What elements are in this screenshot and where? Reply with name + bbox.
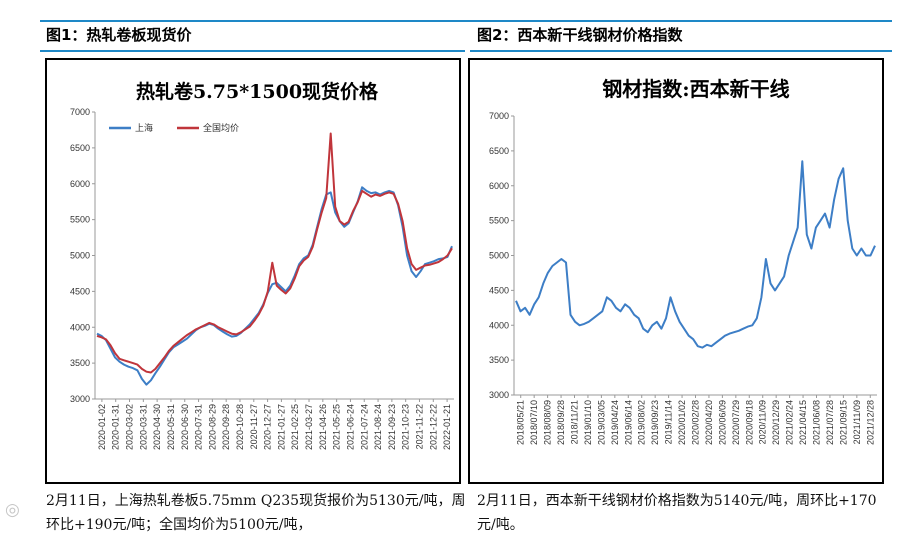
x-tick-label: 2021/06/08: [812, 400, 822, 445]
y-tick-label: 4500: [489, 285, 509, 295]
y-tick-label: 7000: [489, 111, 509, 121]
series-line-全国均价: [96, 132, 453, 374]
x-tick-label: 2020-12-27: [263, 404, 273, 450]
y-tick-label: 3000: [489, 390, 509, 400]
x-tick-label: 2019/06/14: [623, 400, 633, 445]
x-tick-label: 2021/11/09: [852, 400, 862, 444]
legend-label: 全国均价: [203, 122, 239, 134]
x-tick-label: 2021-08-24: [373, 404, 383, 450]
y-tick-label: 3000: [70, 394, 90, 404]
x-tick-label: 2020/12/29: [771, 400, 781, 445]
y-tick-label: 6000: [70, 179, 90, 189]
y-tick-label: 5000: [489, 251, 509, 261]
x-tick-label: 2020-04-30: [152, 404, 162, 450]
y-tick-label: 7000: [70, 107, 90, 117]
x-tick-label: 2022-01-21: [442, 404, 452, 450]
chart-title: 钢材指数:西本新干线: [602, 77, 789, 101]
x-tick-label: 2021-02-25: [290, 404, 300, 450]
figure1-caption: 2月11日，上海热轧卷板5.75mm Q235现货报价为5130元/吨，周环比+…: [46, 493, 466, 533]
x-tick-label: 2018/11/21: [570, 400, 580, 444]
figure2-header-rule: [470, 50, 892, 52]
y-tick-label: 4000: [489, 320, 509, 330]
chart1-panel: 热轧卷5.75*1500现货价格 3000 3500 4000 4500 5000 5500…: [45, 58, 461, 484]
x-tick-label: 2020/11/09: [758, 400, 768, 444]
x-tick-label: 2021-09-23: [387, 404, 397, 450]
y-tick-label: 6000: [489, 181, 509, 191]
x-tick-label: 2018/08/09: [543, 400, 553, 445]
x-tick-label: 2021-01-27: [276, 404, 286, 450]
y-tick-label: 3500: [70, 358, 90, 368]
x-tick-label: 2019/08/02: [637, 400, 647, 445]
chart-title: 热轧卷5.75*1500现货价格: [136, 80, 379, 103]
x-tick-label: 2021/04/15: [798, 400, 808, 445]
x-tick-label: 2021-07-24: [359, 404, 369, 450]
x-tick-label: 2019/04/24: [610, 400, 620, 445]
figure1-header: 图1：热轧卷板现货价: [46, 26, 192, 44]
figure2-header: 图2：西本新干线钢材价格指数: [477, 26, 683, 44]
chart1-svg: 热轧卷5.75*1500现货价格 3000 3500 4000 4500 5000 5500…: [70, 80, 454, 450]
y-tick-label: 5500: [489, 216, 509, 226]
legend-label: 上海: [135, 122, 153, 134]
watermark-logo: ◎: [5, 500, 20, 520]
x-tick-label: 2020/07/29: [731, 400, 741, 445]
x-tick-label: 2021-10-23: [401, 404, 411, 450]
header-top-rule: [40, 20, 892, 22]
series-line-2: [515, 160, 876, 349]
y-tick-label: 3500: [489, 355, 509, 365]
figure1-header-rule: [40, 50, 465, 52]
x-tick-label: 2020/02/28: [691, 400, 701, 445]
x-tick-label: 2020/06/09: [717, 400, 727, 445]
x-tick-label: 2021/07/28: [825, 400, 835, 445]
x-tick-label: 2020/04/20: [704, 400, 714, 445]
x-tick-label: 2021-11-22: [414, 404, 424, 449]
x-tick-label: 2018/09/28: [556, 400, 566, 445]
x-tick-label: 2020-11-27: [249, 404, 259, 449]
y-tick-label: 5500: [70, 215, 90, 225]
x-tick-label: 2021/12/28: [865, 400, 875, 445]
x-tick-label: 2020-08-29: [207, 404, 217, 450]
x-tick-label: 2018/07/10: [529, 400, 539, 445]
x-tick-label: 2021-05-25: [332, 404, 342, 450]
y-tick-label: 6500: [70, 143, 90, 153]
y-tick-label: 4500: [70, 286, 90, 296]
chart2-svg: 钢材指数:西本新干线 3000 3500 4000 4500 5000 5500 6000 65…: [489, 77, 877, 445]
x-tick-label: 2021-03-27: [304, 404, 314, 450]
chart2-panel: 钢材指数:西本新干线 3000 3500 4000 4500 5000 5500 6000 65…: [468, 58, 884, 484]
x-tick-label: 2021-06-24: [345, 404, 355, 450]
x-tick-label: 2021-12-22: [428, 404, 438, 450]
x-tick-label: 2018/05/21: [516, 400, 526, 445]
series-line-上海: [96, 186, 453, 386]
x-tick-label: 2020-03-02: [125, 404, 135, 450]
x-tick-label: 2021/09/15: [838, 400, 848, 445]
x-tick-label: 2019/09/23: [650, 400, 660, 445]
x-tick-label: 2020-01-31: [111, 404, 121, 450]
x-tick-label: 2020-03-31: [138, 404, 148, 450]
x-tick-label: 2020/09/18: [744, 400, 754, 445]
x-tick-label: 2019/01/10: [583, 400, 593, 445]
y-tick-label: 5000: [70, 251, 90, 261]
x-tick-label: 2019/03/05: [596, 400, 606, 445]
figure2-caption: 2月11日，西本新干线钢材价格指数为5140元/吨，周环比+170元/吨。: [477, 493, 877, 533]
y-tick-label: 6500: [489, 146, 509, 156]
x-tick-label: 2020-05-31: [166, 404, 176, 450]
x-tick-label: 2020-06-30: [180, 404, 190, 450]
x-tick-label: 2020-09-28: [221, 404, 231, 450]
x-tick-label: 2020-10-28: [235, 404, 245, 450]
x-tick-label: 2021-04-26: [318, 404, 328, 450]
x-tick-label: 2020-07-31: [194, 404, 204, 450]
y-tick-label: 4000: [70, 322, 90, 332]
x-tick-label: 2020/01/02: [677, 400, 687, 445]
x-tick-label: 2021/02/24: [785, 400, 795, 445]
x-tick-label: 2020-01-02: [97, 404, 107, 450]
x-tick-label: 2019/11/14: [664, 400, 674, 444]
